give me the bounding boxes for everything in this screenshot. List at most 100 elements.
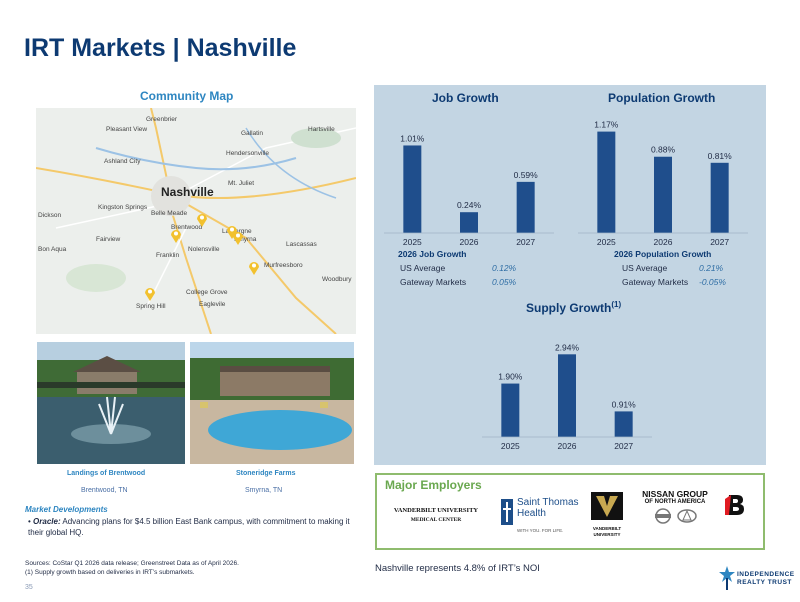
tick-label: 2027 (710, 237, 729, 247)
major-employers-box: Major Employers VANDERBILT UNIVERSITY ME… (375, 473, 765, 550)
page-number: 35 (25, 584, 33, 591)
job-stats-label: Gateway Markets (400, 277, 467, 287)
saint-thomas-tagline: WITH YOU. FOR LIFE. (517, 528, 564, 533)
data-label: 1.90% (498, 372, 523, 382)
data-label: 0.24% (457, 200, 482, 210)
data-label: 0.91% (612, 399, 637, 409)
map-town: Pleasant View (106, 126, 148, 133)
developments-bullet: • Oracle: Advancing plans for $4.5 billi… (28, 517, 350, 537)
tick-label: 2025 (597, 237, 616, 247)
tick-label: 2025 (501, 441, 520, 451)
map-town: Eaglevile (199, 301, 226, 308)
tick-label: 2026 (558, 441, 577, 451)
map-town: Greenbrier (146, 116, 178, 123)
bar (558, 354, 576, 437)
map-pin-icon[interactable] (196, 212, 208, 227)
property-location: Smyrna, TN (245, 487, 283, 494)
map-pin-icon[interactable] (232, 230, 244, 245)
map-pin-icon[interactable] (170, 228, 182, 243)
vanderbilt-university-name: VANDERBILT UNIVERSITY (592, 526, 622, 537)
data-label: 1.17% (594, 120, 619, 130)
map-pin-icon[interactable] (226, 224, 238, 239)
irt-logo-text: INDEPENDENCE REALTY TRUST (737, 571, 795, 587)
bar (710, 162, 729, 233)
sources-note: Sources: CoStar Q1 2026 data release; Gr… (25, 559, 239, 577)
tick-label: 2027 (516, 237, 535, 247)
map-pin-icon[interactable] (144, 286, 156, 301)
map-town: Nolensville (188, 246, 220, 253)
job-growth-chart: 1.01% 2025 0.24% 2026 0.59% 2027 (384, 133, 554, 247)
sources-line: Sources: CoStar Q1 2026 data release; Gr… (25, 560, 239, 567)
map-town: La Vergne (222, 228, 252, 235)
bar (516, 181, 535, 233)
pop-stats-value: 0.21% (699, 263, 724, 273)
vanderbilt-medical-name: VANDERBILT UNIVERSITY (393, 507, 479, 514)
map-roads (36, 108, 356, 334)
data-label: 0.88% (651, 145, 676, 155)
job-stats-label: US Average (400, 263, 446, 273)
nissan-logo: NISSAN GROUP OF NORTH AMERICA (637, 489, 713, 530)
tick-label: 2027 (614, 441, 633, 451)
developments-bullet-text: Advancing plans for $4.5 billion East Ba… (28, 517, 350, 537)
map-town: Bon Aqua (38, 246, 67, 253)
map-town: Dickson (38, 212, 62, 219)
noi-note: Nashville represents 4.8% of IRT’s NOI (375, 563, 540, 574)
map-town: Woodbury (322, 276, 352, 283)
chart-title-supply-note: (1) (611, 300, 622, 309)
map-town: Lascassas (286, 241, 317, 248)
map-town: Hartsville (308, 126, 335, 133)
pop-stats-label: US Average (622, 263, 668, 273)
property-name: Stoneridge Farms (236, 470, 296, 477)
community-map[interactable]: Greenbrier Pleasant View Gallatin Hartsv… (36, 108, 356, 334)
bar (614, 411, 633, 437)
pop-stats-value: -0.05% (699, 277, 726, 287)
map-town: Fairview (96, 236, 121, 243)
bar (460, 212, 478, 233)
footnote-line: (1) Supply growth based on deliveries in… (25, 569, 195, 576)
tick-label: 2026 (654, 237, 673, 247)
chart-title-supply: Supply Growth(1) (526, 300, 621, 315)
supply-growth-chart: 1.90% 2025 2.94% 2026 0.91% 2027 (482, 342, 652, 451)
bar (501, 383, 520, 437)
map-city-label: Nashville (161, 185, 214, 199)
job-stats-value: 0.12% (492, 263, 517, 273)
bar (597, 131, 616, 233)
saint-thomas-name: Saint Thomas Health (517, 497, 579, 519)
bridgestone-b-icon (725, 495, 744, 515)
map-town: Franklin (156, 252, 180, 259)
nissan-sub: OF NORTH AMERICA (644, 499, 706, 505)
chart-title-job: Job Growth (432, 91, 499, 105)
property-photo-landings (37, 342, 185, 464)
map-town: Ashland City (104, 158, 141, 165)
map-town: Gallatin (241, 130, 264, 137)
map-town: Mt. Juliet (228, 180, 255, 187)
map-town: College Grove (186, 289, 228, 296)
property-photo-stoneridge (190, 342, 354, 464)
page-title: IRT Markets | Nashville (24, 34, 297, 62)
pop-stats-label: Gateway Markets (622, 277, 689, 287)
job-stats-heading: 2026 Job Growth (398, 249, 467, 259)
employers-title: Major Employers (385, 478, 482, 492)
data-label: 1.01% (400, 133, 425, 143)
chart-title-supply-text: Supply Growth (526, 301, 612, 315)
map-town: Murfreesboro (264, 262, 303, 269)
tick-label: 2026 (460, 237, 479, 247)
irt-logo-line1: INDEPENDENCE (737, 571, 795, 578)
map-town: Hendersonville (226, 150, 269, 157)
vanderbilt-medical-logo: VANDERBILT UNIVERSITY MEDICAL CENTER (379, 507, 493, 523)
vanderbilt-university-logo: VANDERBILT UNIVERSITY (587, 491, 627, 547)
map-pin-icon[interactable] (248, 260, 260, 275)
data-label: 0.81% (708, 151, 733, 161)
map-town: Kingston Springs (98, 204, 148, 211)
vanderbilt-medical-sub: MEDICAL CENTER (410, 517, 462, 523)
map-town: Belle Meade (151, 210, 188, 217)
map-title: Community Map (140, 89, 234, 103)
map-town: Smyrna (234, 236, 257, 243)
tick-label: 2025 (403, 237, 422, 247)
cross-icon (501, 499, 513, 525)
saint-thomas-logo: Saint Thomas Health WITH YOU. FOR LIFE. (501, 497, 579, 541)
data-label: 2.94% (555, 342, 580, 352)
chart-title-population: Population Growth (608, 91, 716, 105)
bar (654, 156, 672, 233)
property-name: Landings of Brentwood (67, 470, 146, 477)
